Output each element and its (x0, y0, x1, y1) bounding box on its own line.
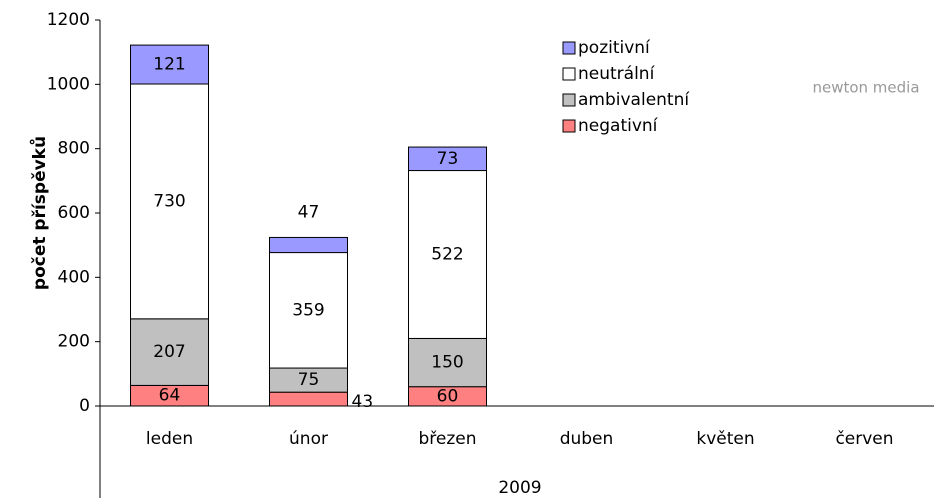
data-label: 43 (352, 392, 374, 412)
x-tick-label: únor (289, 429, 328, 449)
x-tick-label: březen (418, 429, 476, 449)
data-label: 60 (437, 386, 459, 406)
legend-label: ambivalentní (578, 90, 690, 110)
legend-swatch (562, 93, 576, 107)
data-label: 47 (298, 202, 320, 222)
y-tick-label: 400 (58, 267, 90, 287)
data-label: 522 (431, 244, 463, 264)
y-axis-label: počet příspěvků (28, 136, 50, 290)
legend-swatch (562, 41, 576, 55)
y-tick-label: 200 (58, 332, 90, 352)
x-tick-label: duben (560, 429, 614, 449)
logo: newton media (812, 79, 919, 97)
data-label: 64 (159, 386, 181, 406)
y-tick-label: 1000 (47, 74, 90, 94)
bar-segment (269, 252, 348, 369)
y-tick-label: 800 (58, 139, 90, 159)
data-label: 121 (153, 55, 185, 75)
x-tick-label: leden (146, 429, 193, 449)
legend-label: pozitivní (578, 38, 651, 58)
bar-segment (269, 391, 348, 407)
data-label: 207 (153, 342, 185, 362)
legend-swatch (562, 67, 576, 81)
bar-segment (408, 146, 487, 172)
bar-segment (408, 337, 487, 388)
x-tick-label: červen (835, 429, 893, 449)
legend-label: neutrální (578, 64, 656, 84)
y-tick-label: 1200 (47, 10, 90, 30)
y-tick-label: 600 (58, 203, 90, 223)
data-label: 359 (292, 300, 324, 320)
legend-swatch (562, 119, 576, 133)
data-label: 75 (298, 370, 320, 390)
data-label: 73 (437, 149, 459, 169)
y-tick-label: 0 (79, 396, 90, 416)
data-label: 150 (431, 353, 463, 373)
bar-segment (130, 318, 209, 386)
bar-segment (130, 83, 209, 320)
x-tick-label: květen (696, 429, 754, 449)
bar-segment (269, 236, 348, 254)
data-label: 730 (153, 191, 185, 211)
legend-label: negativní (578, 116, 659, 136)
x-axis-label: 2009 (498, 478, 541, 498)
bar-segment (130, 44, 209, 85)
